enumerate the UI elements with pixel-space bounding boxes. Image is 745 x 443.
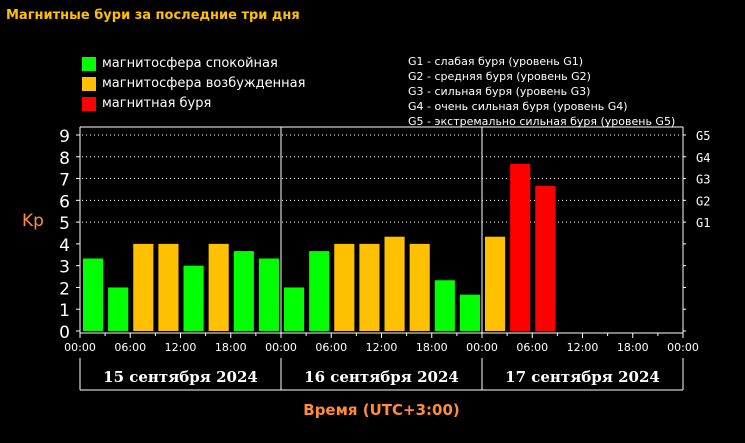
y-tick-label: 0 <box>59 323 70 343</box>
right-tick-label: G2 <box>696 194 710 208</box>
kp-bar <box>409 243 430 331</box>
storm-levels: G1 - слабая буря (уровень G1) G2 - средн… <box>408 54 675 129</box>
storm-level: G3 - сильная буря (уровень G3) <box>408 85 591 98</box>
x-tick-label: 00:00 <box>265 341 297 354</box>
legend-quiet: магнитосфера спокойная <box>82 56 278 71</box>
y-tick-label: 6 <box>59 192 70 212</box>
day-label: 16 сентября 2024 <box>304 368 459 386</box>
x-tick-label: 06:00 <box>315 341 347 354</box>
legend-label: магнитосфера возбужденная <box>102 76 306 91</box>
y-tick-label: 9 <box>59 127 70 147</box>
kp-bar <box>384 236 405 331</box>
y-tick-label: 4 <box>59 236 70 256</box>
kp-bar <box>158 243 179 331</box>
kp-bar <box>83 258 104 331</box>
x-tick-label: 12:00 <box>165 341 197 354</box>
x-tick-label: 00:00 <box>667 341 699 354</box>
kp-bar <box>183 265 204 331</box>
storm-level: G1 - слабая буря (уровень G1) <box>408 55 584 68</box>
y-tick-label: 5 <box>59 214 70 234</box>
kp-bar <box>284 287 305 331</box>
storm-level: G4 - очень сильная буря (уровень G4) <box>408 100 628 113</box>
x-tick-label: 00:00 <box>64 341 96 354</box>
x-tick-label: 12:00 <box>366 341 398 354</box>
kp-bar <box>258 258 279 331</box>
kp-bar <box>535 185 556 331</box>
x-axis-label: Время (UTC+3:00) <box>303 401 459 419</box>
right-tick-label: G5 <box>696 129 710 143</box>
legend-swatch-red <box>82 96 96 111</box>
right-tick-label: G1 <box>696 216 710 230</box>
legend-label: магнитная буря <box>102 96 212 111</box>
y-tick-label: 8 <box>59 149 70 169</box>
storm-level: G5 - экстремально сильная буря (уровень … <box>408 115 676 128</box>
right-tick-label: G4 <box>696 151 710 165</box>
x-tick-label: 00:00 <box>466 341 498 354</box>
day-label: 15 сентября 2024 <box>103 368 258 386</box>
kp-bar <box>510 163 531 331</box>
x-tick-label: 12:00 <box>567 341 599 354</box>
legend-swatch-orange <box>82 76 96 91</box>
kp-bar <box>208 243 229 331</box>
legend-label: магнитосфера спокойная <box>102 56 278 71</box>
y-tick-label: 3 <box>59 258 70 278</box>
y-tick-label: 2 <box>59 279 70 299</box>
legend-swatch-green <box>82 56 96 71</box>
x-tick-label: 06:00 <box>114 341 146 354</box>
kp-bar <box>334 243 355 331</box>
y-axis-label: Kp <box>22 211 44 231</box>
kp-bar <box>434 280 455 331</box>
kp-bar <box>233 251 254 331</box>
right-tick-label: G3 <box>696 173 710 187</box>
storm-level: G2 - средняя буря (уровень G2) <box>408 70 591 83</box>
y-tick-label: 7 <box>59 171 70 191</box>
x-tick-label: 18:00 <box>416 341 448 354</box>
chart-title: Магнитные бури за последние три дня <box>6 8 300 23</box>
kp-bar <box>485 236 506 331</box>
x-tick-label: 06:00 <box>516 341 548 354</box>
kp-bar <box>459 294 480 331</box>
x-tick-label: 18:00 <box>215 341 247 354</box>
kp-bar <box>309 251 330 331</box>
kp-bar <box>108 287 129 331</box>
legend-active: магнитосфера возбужденная <box>82 76 305 91</box>
legend-storm: магнитная буря <box>82 96 211 111</box>
day-label: 17 сентября 2024 <box>505 368 660 386</box>
x-tick-label: 18:00 <box>617 341 649 354</box>
kp-bar <box>133 243 154 331</box>
kp-bar <box>359 243 380 331</box>
y-tick-label: 1 <box>59 301 70 321</box>
